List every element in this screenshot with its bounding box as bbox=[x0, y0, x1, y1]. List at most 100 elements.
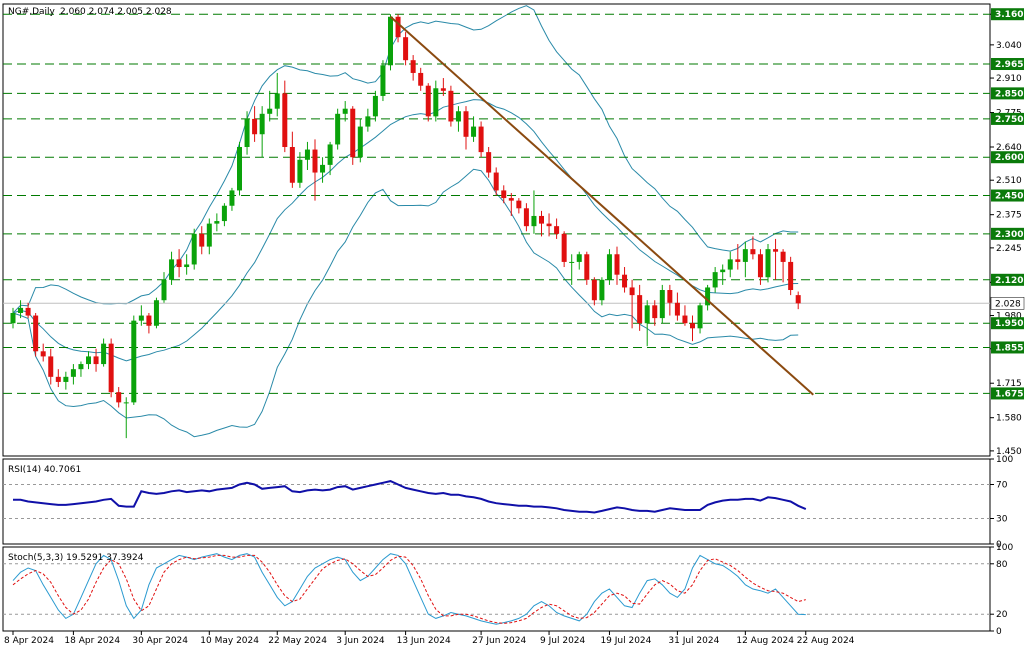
stoch-title: Stoch(5,3,3) 19.5291 37.3924 bbox=[8, 553, 144, 563]
candle-body bbox=[629, 287, 635, 296]
candle bbox=[735, 244, 741, 270]
candle-body bbox=[690, 323, 695, 329]
candle bbox=[410, 55, 416, 81]
candle bbox=[214, 213, 220, 232]
price-tick-label: 3.040 bbox=[996, 41, 1022, 51]
candle-body bbox=[674, 302, 680, 316]
level-tag bbox=[991, 112, 1024, 125]
candle-body bbox=[508, 198, 514, 201]
candle bbox=[637, 284, 643, 331]
stoch-tick-label: 100 bbox=[996, 543, 1013, 553]
candle-body bbox=[221, 205, 227, 222]
date-tick-label: 9 Jul 2024 bbox=[540, 636, 585, 646]
bollinger-lower-band bbox=[12, 168, 799, 438]
level-tag-label: 1.675 bbox=[995, 389, 1023, 399]
level-tag bbox=[991, 189, 1024, 202]
candle bbox=[501, 185, 507, 204]
candle bbox=[93, 348, 99, 372]
candle-body bbox=[161, 279, 167, 301]
candle-body bbox=[486, 152, 492, 173]
candle bbox=[591, 277, 597, 306]
candle-body bbox=[448, 90, 454, 122]
level-tag bbox=[991, 87, 1024, 100]
candle-body bbox=[40, 351, 46, 357]
rsi-tick-label: 70 bbox=[996, 481, 1008, 491]
date-tick-label: 30 Apr 2024 bbox=[132, 636, 188, 646]
candle bbox=[486, 147, 492, 178]
candle bbox=[720, 264, 726, 285]
candle-body bbox=[727, 259, 733, 270]
candle bbox=[40, 343, 46, 362]
candle bbox=[78, 361, 84, 377]
candle-body bbox=[539, 215, 544, 224]
stoch-signal-line bbox=[12, 554, 806, 624]
candle bbox=[425, 83, 431, 122]
price-tick-label: 1.980 bbox=[996, 312, 1022, 322]
candle bbox=[644, 300, 650, 347]
candle-body bbox=[289, 147, 295, 183]
candle bbox=[765, 244, 771, 283]
level-tag-label: 2.120 bbox=[995, 276, 1023, 286]
candle bbox=[70, 364, 76, 385]
rsi-line bbox=[13, 480, 807, 514]
candle bbox=[10, 307, 16, 329]
candle-body bbox=[25, 307, 31, 316]
candle-body bbox=[101, 343, 107, 365]
rsi-panel: 100 70 30 0 bbox=[2, 455, 1013, 550]
current-price-label: 2.028 bbox=[995, 299, 1021, 309]
date-tick-label: 27 Jun 2024 bbox=[472, 636, 526, 646]
date-tick-label: 31 Jul 2024 bbox=[668, 636, 719, 646]
candle bbox=[659, 284, 665, 324]
level-tag-label: 1.950 bbox=[995, 319, 1023, 329]
candle-body bbox=[742, 249, 748, 262]
candle-body bbox=[637, 295, 643, 324]
candle bbox=[138, 305, 144, 326]
candle bbox=[599, 277, 605, 306]
candle-body bbox=[116, 392, 122, 403]
candle bbox=[131, 315, 137, 405]
candle-body bbox=[199, 233, 205, 247]
candle bbox=[554, 218, 560, 239]
candle bbox=[176, 249, 182, 278]
candle-body bbox=[440, 88, 446, 91]
candle-body bbox=[357, 126, 363, 158]
candle bbox=[18, 300, 24, 319]
candle bbox=[523, 203, 529, 232]
candle-body bbox=[712, 272, 718, 288]
rsi-tick-label: 30 bbox=[996, 515, 1008, 525]
date-tick-label: 19 Jul 2024 bbox=[600, 636, 651, 646]
candle-body bbox=[123, 402, 129, 404]
level-tag bbox=[991, 317, 1024, 330]
candle bbox=[629, 279, 635, 329]
candle-body bbox=[33, 315, 39, 352]
candle bbox=[773, 238, 779, 280]
candle-body bbox=[667, 290, 673, 303]
candle-body bbox=[372, 95, 378, 117]
candle-body bbox=[757, 254, 763, 278]
candle bbox=[63, 371, 69, 390]
candle-body bbox=[795, 295, 801, 304]
candle bbox=[614, 246, 620, 285]
candle-body bbox=[403, 37, 409, 61]
candle bbox=[357, 118, 363, 163]
candle-body bbox=[697, 305, 703, 329]
candle-body bbox=[463, 111, 469, 137]
candle bbox=[606, 249, 612, 285]
candle bbox=[576, 251, 582, 270]
candle-body bbox=[591, 279, 597, 301]
candle bbox=[727, 251, 733, 278]
candle bbox=[508, 192, 514, 216]
candle-body bbox=[55, 376, 61, 382]
candle bbox=[478, 121, 484, 158]
candle-body bbox=[546, 223, 552, 227]
candle-body bbox=[622, 274, 628, 288]
candle bbox=[274, 72, 280, 117]
candle bbox=[463, 106, 469, 150]
candle bbox=[48, 348, 54, 385]
candle-body bbox=[10, 312, 16, 324]
candle bbox=[146, 312, 152, 334]
level-tag bbox=[991, 227, 1024, 240]
price-tick-label: 2.245 bbox=[996, 244, 1022, 254]
rsi-tick-label: 100 bbox=[996, 455, 1013, 465]
